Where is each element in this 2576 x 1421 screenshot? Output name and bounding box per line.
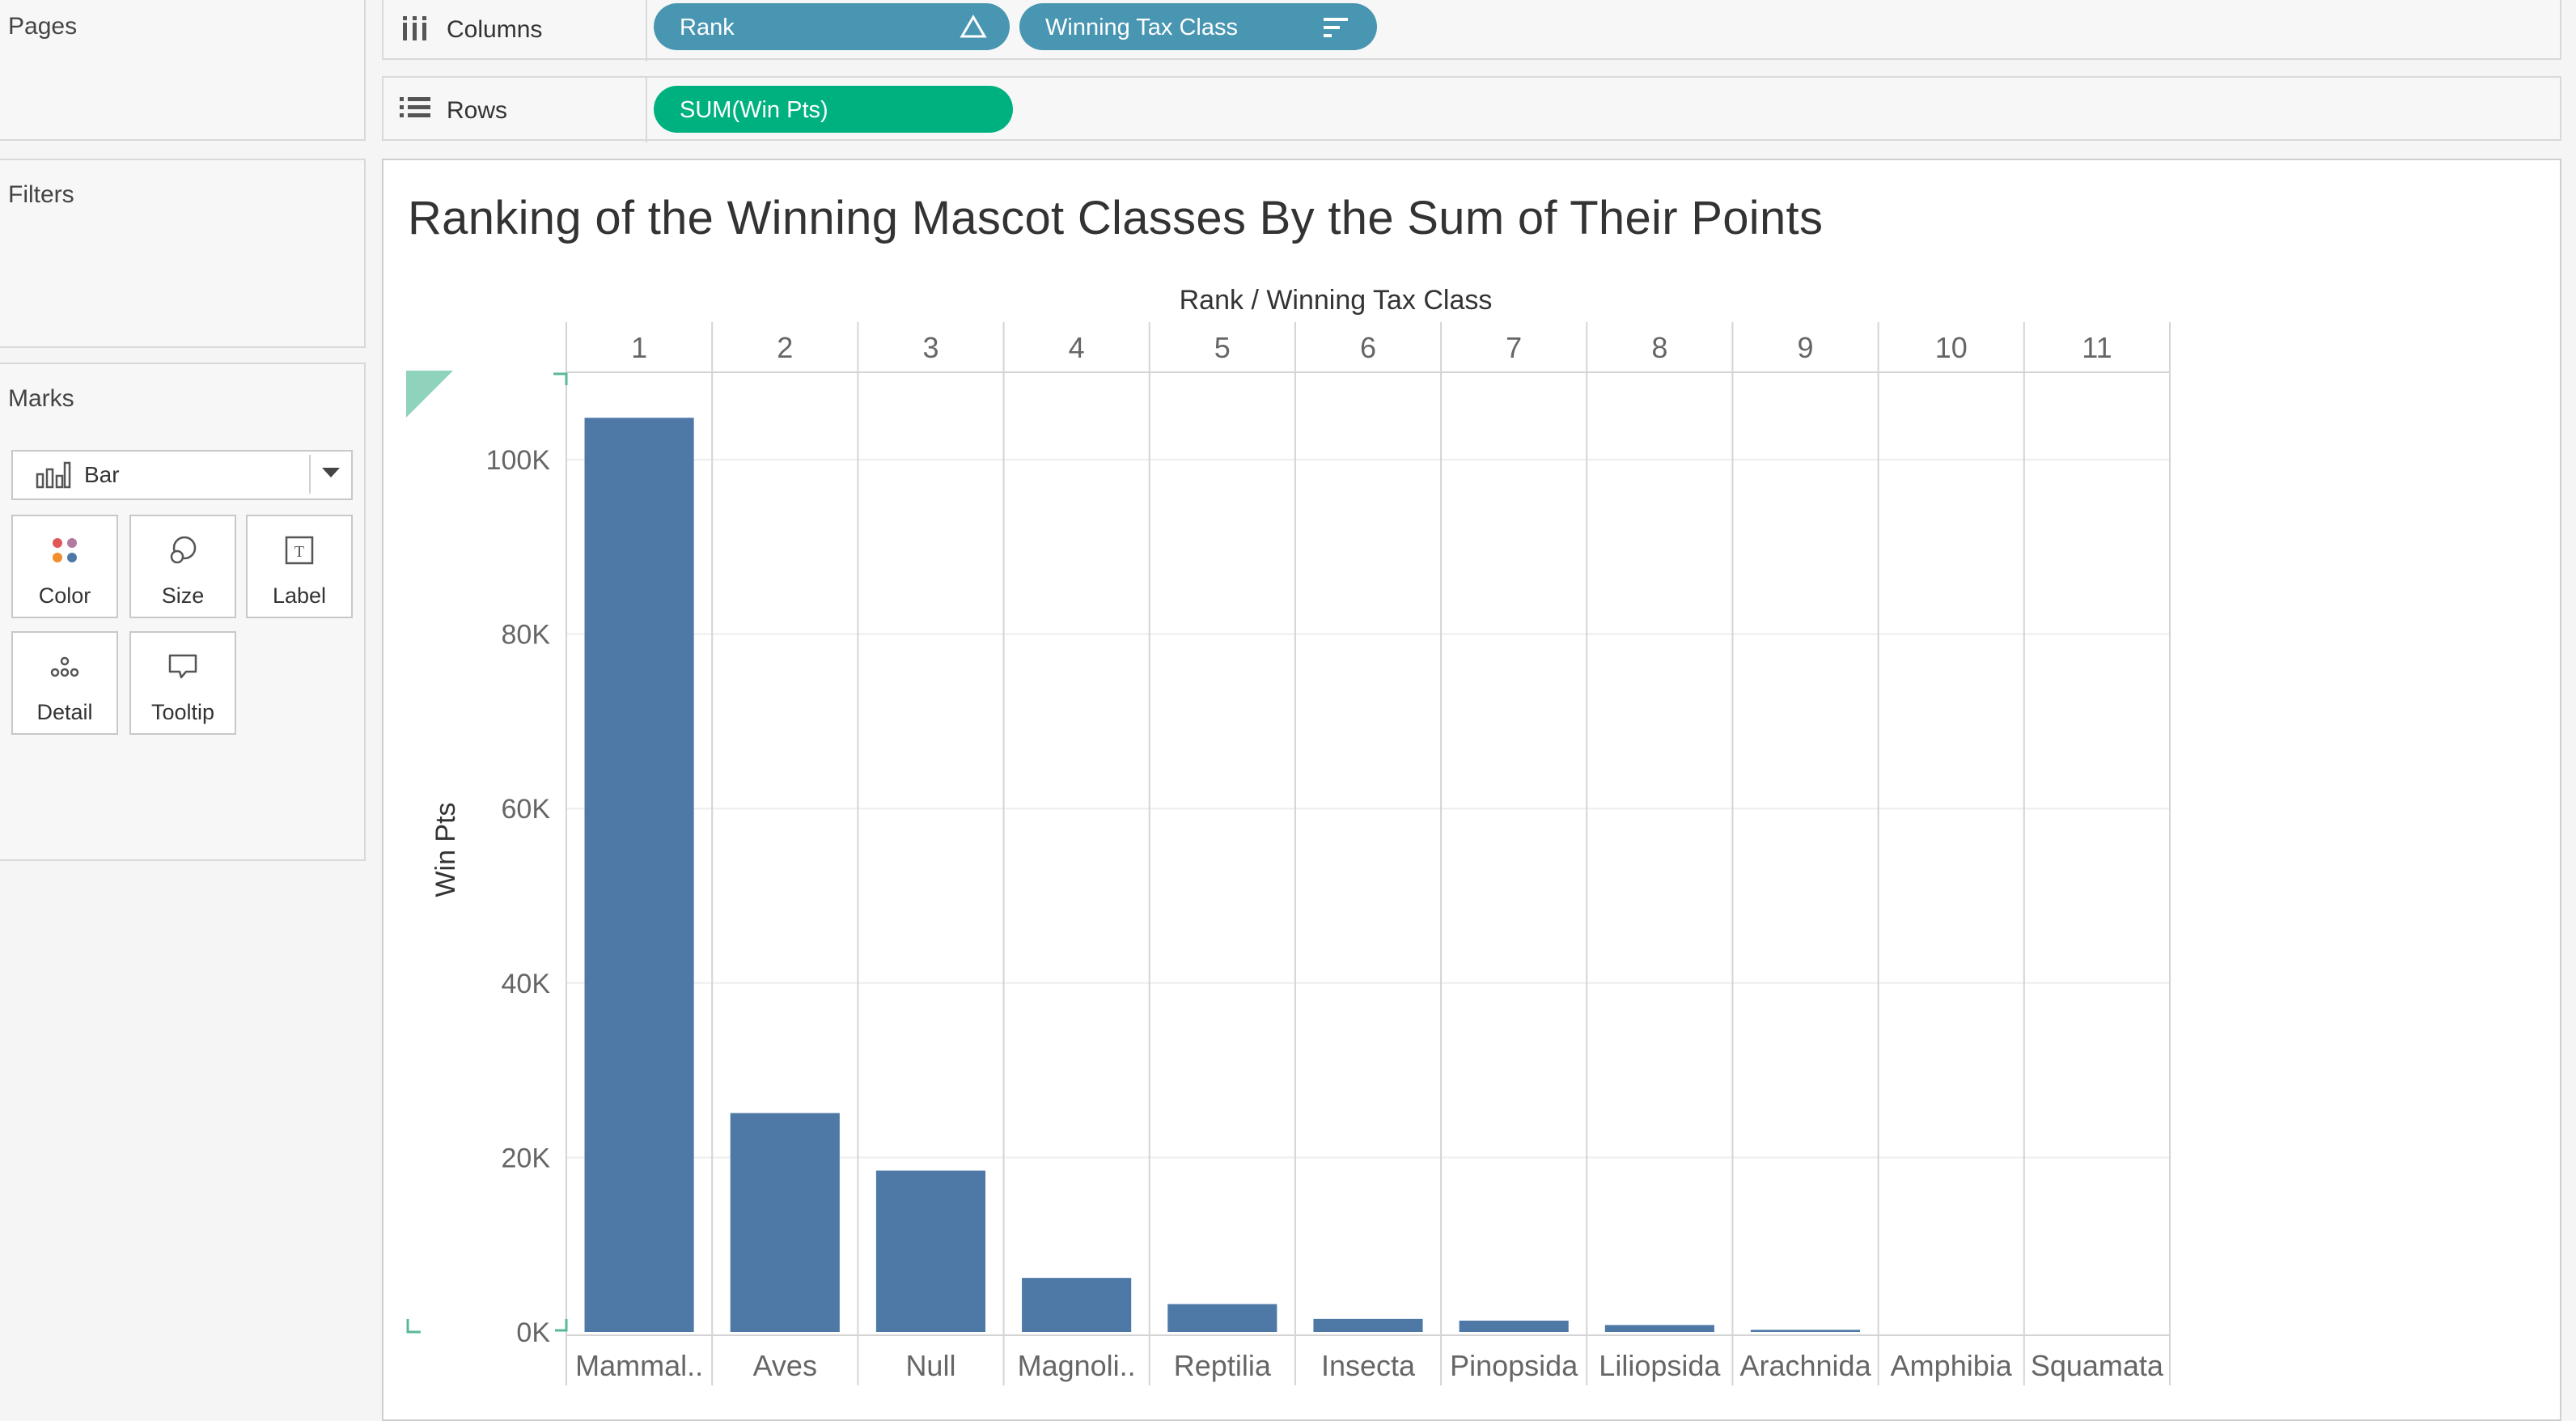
category-label: Insecta [1321,1349,1416,1382]
rank-header: 4 [1069,331,1085,364]
bar [1167,1304,1277,1332]
rows-label: Rows [447,97,508,124]
category-label: Magnoli.. [1018,1349,1136,1382]
mark-type-label: Bar [84,462,120,487]
category-label: Arachnida [1739,1349,1871,1382]
view-corner-marker [406,371,453,418]
columns-header [383,0,647,62]
bar [584,418,694,1332]
y-tick-label: 20K [502,1143,551,1173]
bar [730,1113,840,1332]
filters-card[interactable]: Filters [0,159,366,348]
rank-pill-label: Rank [680,15,735,40]
bar [875,1170,986,1332]
winning-tax-class-pill[interactable]: Winning Tax Class [1019,3,1377,50]
rank-header: 11 [2082,331,2112,364]
y-tick-label: 40K [502,969,551,999]
tooltip-icon [168,654,197,679]
rank-header: 8 [1651,331,1667,364]
winning-tax-class-pill-label: Winning Tax Class [1045,15,1239,40]
rank-header: 3 [922,331,938,364]
size-label: Size [161,583,205,608]
bar [1750,1330,1861,1332]
color-button[interactable]: Color [11,515,118,618]
sort-descending-icon [1324,16,1349,45]
label-label: Label [272,583,327,608]
y-tick-label: 100K [486,445,551,476]
column-header-title: Rank / Winning Tax Class [1180,285,1493,316]
label-icon: T [285,536,314,565]
y-axis-title: Win Pts [430,802,461,897]
bar [1022,1278,1132,1332]
chevron-down-icon[interactable] [322,468,340,483]
detail-button[interactable]: Detail [11,631,118,735]
bar [1459,1320,1569,1332]
rank-header: 1 [631,331,647,364]
y-tick-label: 60K [502,794,551,825]
marks-title: Marks [8,385,74,412]
rank-header: 5 [1214,331,1231,364]
chart-title: Ranking of the Winning Mascot Classes By… [408,192,1824,244]
category-label: Squamata [2031,1349,2164,1382]
bar [1604,1325,1714,1332]
delta-icon [960,15,987,45]
dropdown-divider [309,455,311,494]
color-icon [53,538,77,562]
y-tick-label: 80K [502,620,551,651]
filters-title: Filters [8,181,74,208]
tooltip-button[interactable]: Tooltip [129,631,236,735]
rank-pill[interactable]: Rank [654,3,1010,50]
axis-corner-mark [555,1319,568,1332]
svg-text:T: T [294,543,304,561]
size-button[interactable]: Size [129,515,236,618]
detail-icon [50,656,79,677]
rank-header: 9 [1798,331,1814,364]
rank-header: 2 [777,331,793,364]
tooltip-label: Tooltip [150,700,215,724]
detail-label: Detail [36,700,93,724]
category-label: Null [905,1349,955,1382]
pages-title: Pages [8,13,78,40]
size-icon [170,536,197,564]
rank-header: 10 [1935,331,1968,364]
rows-header [383,78,647,142]
sum-win-pts-pill-label: SUM(Win Pts) [680,97,828,123]
top-corner-mark [553,372,568,385]
category-label: Liliopsida [1599,1349,1721,1382]
category-label: Reptilia [1174,1349,1272,1382]
category-label: Pinopsida [1450,1349,1578,1382]
rank-header: 7 [1506,331,1522,364]
bar-chart-icon [36,461,71,489]
category-label: Aves [753,1349,817,1382]
columns-label: Columns [447,16,543,43]
category-label: Amphibia [1891,1349,2013,1382]
mark-type-dropdown[interactable]: Bar [11,450,353,500]
label-button[interactable]: T Label [246,515,353,618]
bar [1313,1318,1423,1332]
rank-header: 6 [1360,331,1376,364]
bottom-corner-mark [406,1319,421,1334]
sum-win-pts-pill[interactable]: SUM(Win Pts) [654,86,1013,133]
columns-icon [401,15,429,45]
pages-card: Pages [0,0,366,141]
rows-icon [400,95,430,124]
color-label: Color [38,583,91,608]
category-label: Mammal.. [575,1349,703,1382]
y-tick-label: 0K [516,1317,550,1348]
